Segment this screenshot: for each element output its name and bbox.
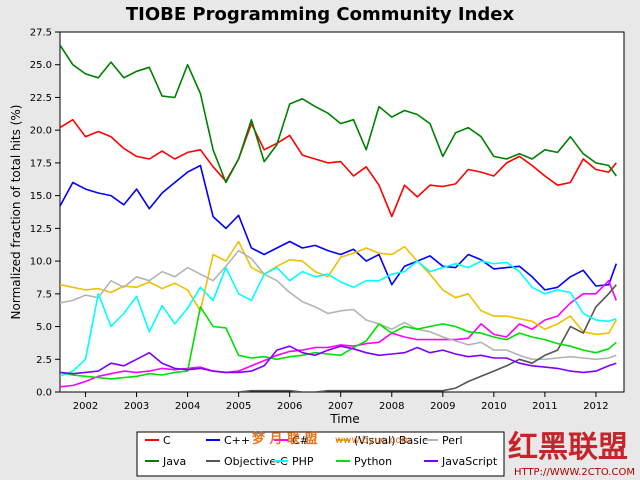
series-line-cplusplus: [60, 164, 618, 291]
legend-label: Perl: [442, 434, 463, 447]
x-tick-label: 2012: [583, 401, 608, 412]
y-tick-label: 5.0: [36, 322, 52, 333]
legend-label: Python: [354, 455, 392, 468]
axis-ticks-layer: 0.0 2.5 5.0 7.5 10.0 12.5 15.0 17.5 20.0 22.5 25.0…: [30, 28, 609, 413]
y-tick-label: 2.5: [36, 355, 52, 366]
x-axis-title: Time: [329, 412, 359, 426]
x-tick-label: 2005: [226, 401, 251, 412]
chart-title: TIOBE Programming Community Index: [126, 4, 515, 25]
y-tick-label: 15.0: [30, 191, 52, 202]
x-tick-label: 2003: [124, 401, 149, 412]
x-tick-label: 2011: [532, 401, 557, 412]
series-line-javascript: [60, 345, 617, 375]
x-tick-label: 2004: [175, 401, 200, 412]
legend-label: PHP: [292, 455, 314, 468]
watermark-mid-cn: 梦 月 联 盟: [252, 431, 318, 447]
series-group: [60, 44, 618, 392]
y-tick-label: 22.5: [30, 93, 52, 104]
legend-label: Objective-C: [224, 455, 288, 468]
series-line-csharp: [60, 279, 618, 388]
x-tick-label: 2002: [73, 401, 98, 412]
y-tick-label: 17.5: [30, 158, 52, 169]
legend-label: (Visual) Basic: [354, 434, 428, 447]
watermark-layer: 梦 月 联 盟 www.byue.com 红黑联盟 HTTP://WWW.2CT…: [252, 430, 635, 478]
y-tick-label: 20.0: [30, 126, 52, 137]
legend-label: C++: [224, 434, 250, 447]
legend-label: C: [163, 434, 171, 447]
watermark-logo-url: HTTP://WWW.2CTO.COM: [514, 467, 635, 478]
series-line-visual-basic: [60, 240, 617, 336]
series-line-java: [60, 44, 617, 184]
legend-label: Java: [162, 455, 186, 468]
y-tick-label: 27.5: [30, 28, 52, 39]
y-axis-title: Normalized fraction of total hits (%): [9, 105, 23, 320]
x-tick-label: 2010: [481, 401, 506, 412]
x-tick-label: 2007: [328, 401, 353, 412]
legend: C C++ C# (Visual) Basic Perl Java Objective-C P…: [136, 431, 505, 477]
y-tick-label: 12.5: [30, 224, 52, 235]
watermark-logo-cn: 红黑联盟: [508, 430, 628, 465]
y-tick-label: 10.0: [30, 257, 52, 268]
y-tick-label: 0.0: [36, 388, 52, 399]
x-tick-label: 2008: [379, 401, 404, 412]
y-tick-label: 25.0: [30, 60, 52, 71]
series-line-php: [60, 260, 617, 378]
series-line-objective-c: [60, 284, 617, 392]
series-layer: [60, 44, 618, 392]
legend-label: C#: [292, 434, 309, 447]
y-tick-label: 7.5: [36, 289, 52, 300]
series-line-python: [60, 306, 617, 380]
legend-box: [136, 431, 505, 477]
x-tick-label: 2009: [430, 401, 455, 412]
watermark-mid-url: www.byue.com: [335, 435, 411, 446]
series-line-c: [60, 118, 617, 218]
plot-area: [59, 31, 625, 393]
series-line-perl: [60, 249, 617, 361]
x-tick-label: 2006: [277, 401, 302, 412]
legend-label: JavaScript: [441, 455, 498, 468]
